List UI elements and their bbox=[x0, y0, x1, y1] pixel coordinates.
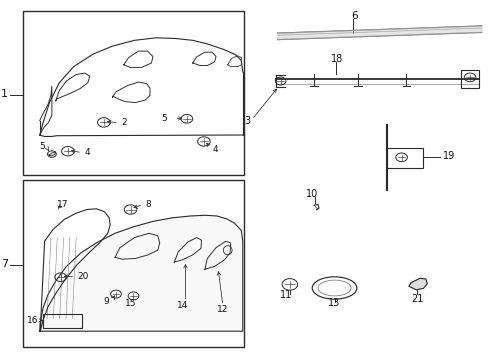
Bar bbox=[23, 180, 243, 347]
Text: 12: 12 bbox=[217, 305, 228, 314]
Polygon shape bbox=[40, 215, 242, 331]
Text: 16: 16 bbox=[27, 316, 39, 325]
Text: 5: 5 bbox=[162, 114, 167, 122]
Bar bbox=[23, 11, 243, 175]
Text: 7: 7 bbox=[1, 258, 8, 269]
Text: 9: 9 bbox=[103, 297, 109, 306]
Text: 4: 4 bbox=[212, 145, 217, 154]
Polygon shape bbox=[408, 278, 427, 290]
Bar bbox=[460, 70, 478, 88]
Text: 5: 5 bbox=[40, 142, 45, 151]
Text: 18: 18 bbox=[331, 54, 343, 64]
Text: 1: 1 bbox=[1, 89, 8, 99]
Text: 19: 19 bbox=[442, 151, 454, 161]
Text: 4: 4 bbox=[84, 148, 90, 157]
Text: 10: 10 bbox=[305, 189, 318, 199]
Text: 14: 14 bbox=[177, 301, 188, 310]
Polygon shape bbox=[277, 26, 481, 40]
Text: 11: 11 bbox=[280, 290, 292, 300]
Text: 20: 20 bbox=[77, 272, 88, 281]
Bar bbox=[43, 314, 82, 328]
Text: 3: 3 bbox=[244, 116, 249, 126]
Text: 13: 13 bbox=[328, 298, 340, 308]
Text: 15: 15 bbox=[125, 299, 137, 307]
Text: 6: 6 bbox=[350, 11, 357, 21]
Text: 21: 21 bbox=[410, 294, 423, 304]
Bar bbox=[386, 148, 423, 168]
Text: 2: 2 bbox=[121, 118, 127, 127]
Text: 17: 17 bbox=[57, 200, 68, 209]
Text: 8: 8 bbox=[145, 200, 151, 209]
